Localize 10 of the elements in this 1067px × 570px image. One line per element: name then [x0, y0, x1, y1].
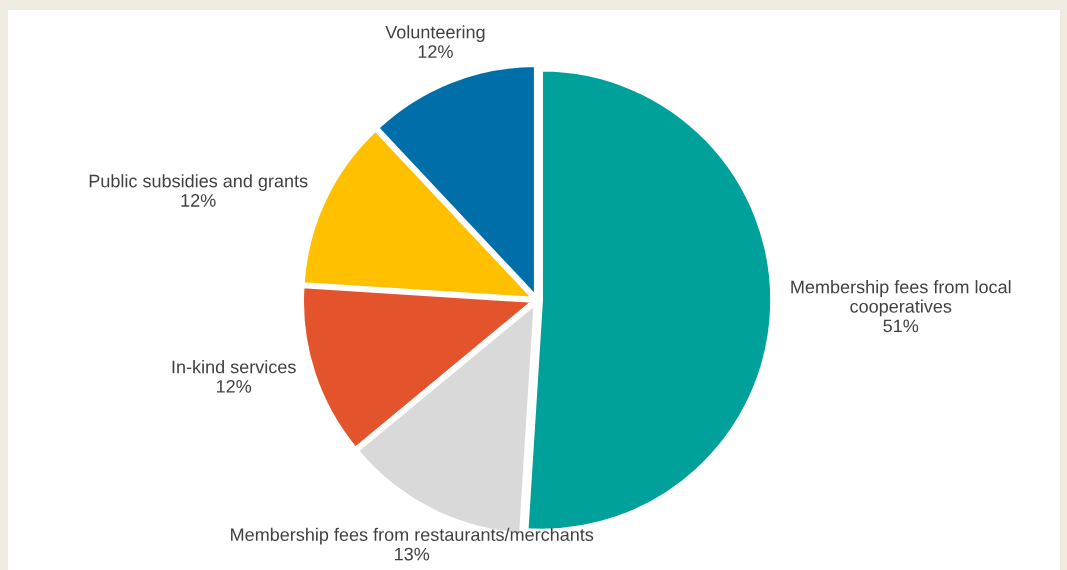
data-label: 12%	[216, 379, 252, 393]
slice-label: Volunteering	[385, 25, 485, 43]
data-label: 51%	[883, 319, 919, 333]
data-label: 13%	[395, 547, 430, 561]
slice-label: Membership fees from restaurants/merchants	[231, 527, 594, 545]
slice-label: In-kind services	[172, 360, 296, 374]
slice-label: Public subsidies and grants	[89, 174, 308, 191]
data-label: 12%	[181, 194, 216, 207]
data-label: 12%	[418, 45, 453, 58]
slice-label: Membership fees from local cooperatives	[791, 280, 1011, 317]
